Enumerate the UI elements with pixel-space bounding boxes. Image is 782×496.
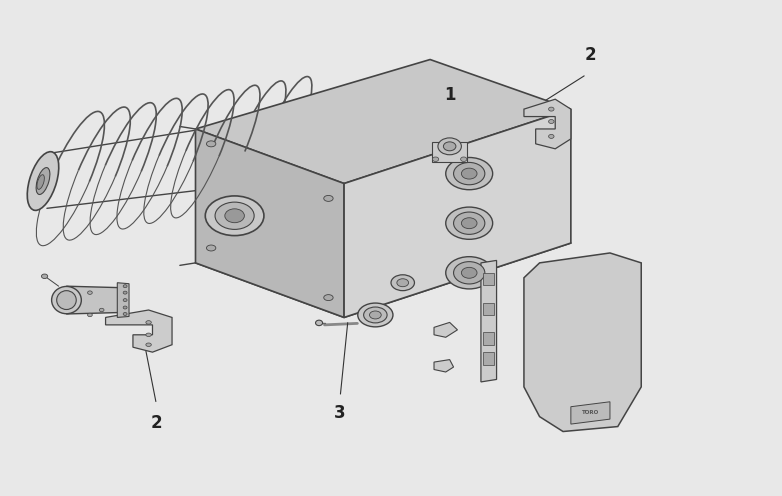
Polygon shape	[432, 142, 467, 162]
Polygon shape	[344, 109, 571, 317]
Polygon shape	[524, 253, 641, 432]
Ellipse shape	[446, 207, 493, 240]
Text: 1: 1	[444, 86, 455, 104]
Polygon shape	[483, 273, 494, 285]
Ellipse shape	[145, 321, 151, 324]
Ellipse shape	[461, 157, 467, 162]
Text: 2: 2	[151, 414, 162, 432]
Polygon shape	[434, 322, 457, 337]
Ellipse shape	[446, 157, 493, 189]
Ellipse shape	[324, 295, 333, 301]
Text: TORO: TORO	[582, 410, 599, 415]
Ellipse shape	[206, 245, 216, 251]
Ellipse shape	[396, 279, 409, 287]
Ellipse shape	[549, 134, 554, 138]
Polygon shape	[196, 60, 571, 184]
Ellipse shape	[549, 120, 554, 124]
Ellipse shape	[145, 333, 151, 336]
Ellipse shape	[454, 162, 485, 185]
Ellipse shape	[461, 168, 477, 179]
Ellipse shape	[369, 311, 382, 319]
Ellipse shape	[315, 320, 322, 326]
Ellipse shape	[443, 142, 456, 151]
Ellipse shape	[27, 152, 59, 210]
Polygon shape	[483, 303, 494, 315]
Ellipse shape	[52, 287, 81, 313]
Polygon shape	[481, 260, 497, 382]
Polygon shape	[483, 332, 494, 345]
Ellipse shape	[438, 138, 461, 155]
Polygon shape	[66, 286, 121, 314]
Polygon shape	[524, 99, 571, 149]
Polygon shape	[483, 352, 494, 365]
Ellipse shape	[41, 274, 48, 279]
Text: 3: 3	[335, 404, 346, 422]
Ellipse shape	[358, 303, 393, 327]
Ellipse shape	[225, 209, 245, 223]
Polygon shape	[117, 283, 129, 317]
Ellipse shape	[461, 267, 477, 278]
Ellipse shape	[206, 141, 216, 147]
Ellipse shape	[124, 312, 127, 315]
Ellipse shape	[88, 291, 92, 295]
Ellipse shape	[124, 285, 127, 288]
Ellipse shape	[205, 196, 264, 236]
Ellipse shape	[37, 175, 45, 189]
Ellipse shape	[364, 307, 387, 323]
Ellipse shape	[454, 212, 485, 235]
Ellipse shape	[324, 195, 333, 201]
Ellipse shape	[215, 202, 254, 230]
Ellipse shape	[36, 168, 50, 194]
Ellipse shape	[124, 291, 127, 294]
Ellipse shape	[88, 313, 92, 317]
Polygon shape	[571, 402, 610, 424]
Ellipse shape	[454, 262, 485, 284]
Ellipse shape	[461, 218, 477, 229]
Ellipse shape	[432, 157, 439, 162]
Text: 2: 2	[585, 47, 596, 64]
Ellipse shape	[124, 299, 127, 302]
Polygon shape	[196, 129, 344, 317]
Ellipse shape	[391, 275, 414, 291]
Ellipse shape	[446, 257, 493, 289]
Ellipse shape	[57, 291, 77, 310]
Ellipse shape	[549, 107, 554, 111]
Ellipse shape	[124, 306, 127, 309]
Polygon shape	[434, 360, 454, 372]
Polygon shape	[106, 310, 172, 352]
Ellipse shape	[145, 343, 151, 346]
Ellipse shape	[99, 309, 104, 312]
